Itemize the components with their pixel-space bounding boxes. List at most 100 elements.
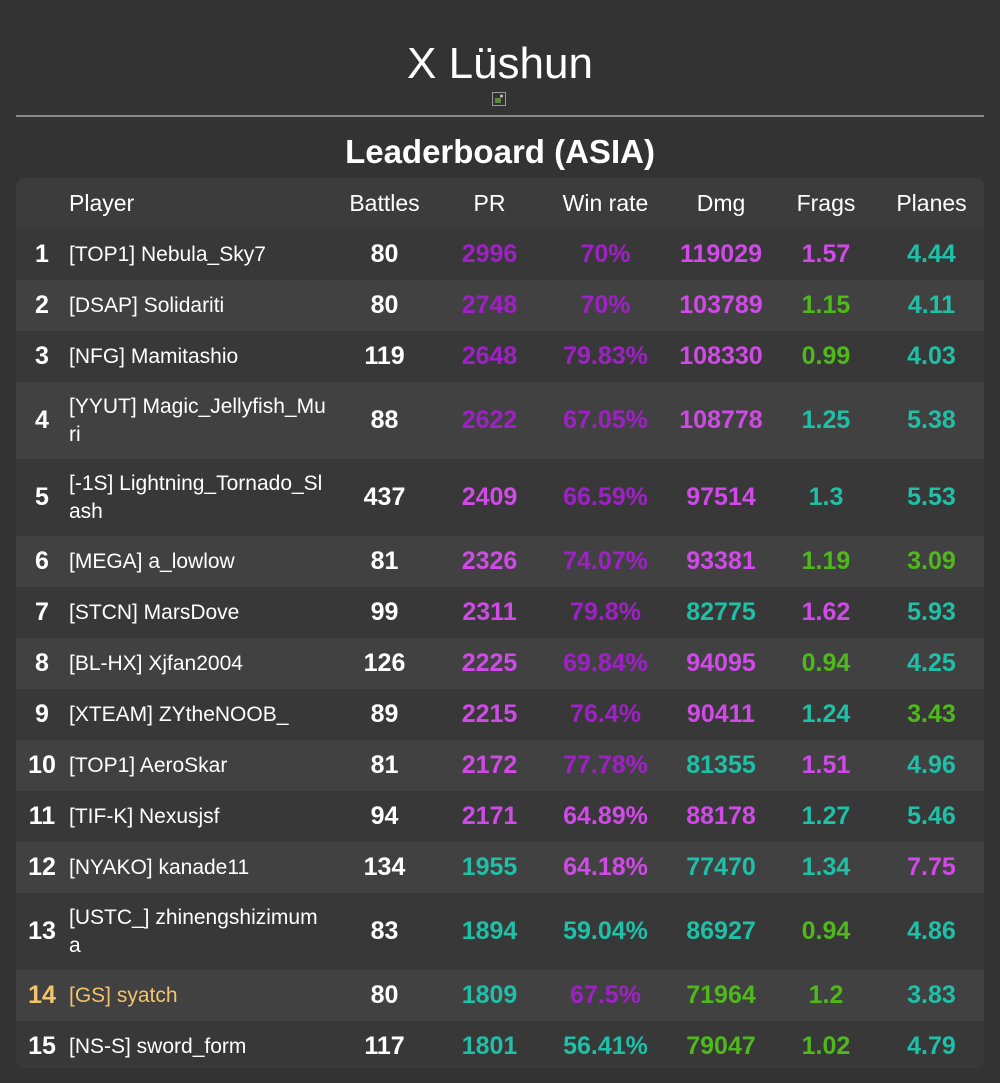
dmg-cell: 90411: [686, 700, 756, 728]
frags-cell: 0.99: [801, 342, 851, 370]
table-row[interactable]: 7 [STCN] MarsDove 99 2311 79.8% 82775 1.…: [16, 587, 984, 638]
table-row[interactable]: 2 [DSAP] Solidariti 80 2748 70% 103789 1…: [16, 280, 984, 331]
battles-cell: 117: [364, 1032, 405, 1060]
player-name[interactable]: [STCN] MarsDove: [69, 600, 240, 624]
table-row[interactable]: 1 [TOP1] Nebula_Sky7 80 2996 70% 119029 …: [16, 229, 984, 280]
planes-cell: 4.44: [907, 240, 956, 268]
dmg-cell: 86927: [686, 917, 756, 945]
player-name[interactable]: [NS-S] sword_form: [69, 1034, 247, 1058]
winrate-cell: 70%: [580, 291, 631, 319]
battles-cell: 81: [370, 751, 399, 779]
pr-cell: 2648: [461, 342, 518, 370]
dmg-cell: 79047: [686, 1032, 756, 1060]
table-row[interactable]: 11 [TIF-K] Nexusjsf 94 2171 64.89% 88178…: [16, 791, 984, 842]
pr-cell: 2748: [461, 291, 518, 319]
header-battles[interactable]: Battles: [349, 190, 420, 216]
table-row[interactable]: 4 [YYUT] Magic_Jellyfish_Muri 88 2622 67…: [16, 382, 984, 459]
battles-cell: 80: [370, 981, 399, 1009]
pr-cell: 1801: [461, 1032, 518, 1060]
table-row[interactable]: 13 [USTC_] zhinengshizimuma 83 1894 59.0…: [16, 893, 984, 970]
rank-cell: 1: [35, 240, 49, 268]
table-row[interactable]: 6 [MEGA] a_lowlow 81 2326 74.07% 93381 1…: [16, 536, 984, 587]
winrate-cell: 64.89%: [563, 802, 648, 830]
pr-cell: 2311: [462, 598, 517, 626]
rank-cell: 12: [28, 853, 56, 881]
ship-title: X Lüshun: [407, 39, 593, 88]
header-pr[interactable]: PR: [473, 190, 506, 216]
rank-cell: 2: [35, 291, 49, 319]
frags-cell: 1.3: [808, 483, 844, 511]
player-name[interactable]: [NYAKO] kanade11: [69, 855, 250, 879]
player-name[interactable]: [USTC_] zhinengshizimuma: [69, 905, 318, 957]
winrate-cell: 64.18%: [563, 853, 648, 881]
header-dmg[interactable]: Dmg: [696, 190, 746, 216]
battles-cell: 89: [370, 700, 399, 728]
player-name[interactable]: [TOP1] AeroSkar: [69, 753, 228, 777]
player-name[interactable]: [TIF-K] Nexusjsf: [69, 804, 220, 828]
player-name[interactable]: [TOP1] Nebula_Sky7: [69, 242, 266, 266]
header-rank: [16, 178, 68, 229]
planes-cell: 4.86: [907, 917, 956, 945]
frags-cell: 1.24: [801, 700, 851, 728]
planes-cell: 4.25: [907, 649, 956, 677]
pr-cell: 2171: [461, 802, 518, 830]
dmg-cell: 103789: [679, 291, 763, 319]
player-name[interactable]: [-1S] Lightning_Tornado_Slash: [69, 471, 323, 523]
table-header-row: Player Battles PR Win rate Dmg Frags Pla…: [16, 178, 984, 229]
rank-cell: 3: [35, 342, 49, 370]
dmg-cell: 81355: [686, 751, 756, 779]
planes-cell: 5.93: [907, 598, 956, 626]
player-name[interactable]: [MEGA] a_lowlow: [69, 549, 235, 573]
winrate-cell: 70%: [580, 240, 631, 268]
pr-cell: 2996: [461, 240, 518, 268]
frags-cell: 0.94: [801, 649, 851, 677]
battles-cell: 126: [363, 649, 406, 677]
table-row-highlighted[interactable]: 14 [GS] syatch 80 1809 67.5% 71964 1.2 3…: [16, 970, 984, 1021]
header-planes[interactable]: Planes: [896, 190, 967, 216]
planes-cell: 3.43: [907, 700, 956, 728]
winrate-cell: 79.8%: [570, 598, 641, 626]
pr-cell: 2622: [461, 406, 518, 434]
planes-cell: 4.11: [907, 291, 956, 319]
planes-cell: 4.79: [907, 1032, 956, 1060]
table-row[interactable]: 9 [XTEAM] ZYtheNOOB_ 89 2215 76.4% 90411…: [16, 689, 984, 740]
frags-cell: 1.02: [801, 1032, 851, 1060]
pr-cell: 2409: [461, 483, 518, 511]
header-winrate[interactable]: Win rate: [562, 190, 649, 216]
winrate-cell: 59.04%: [563, 917, 648, 945]
dmg-cell: 88178: [686, 802, 756, 830]
winrate-cell: 67.5%: [570, 981, 641, 1009]
planes-cell: 5.53: [907, 483, 956, 511]
frags-cell: 1.25: [801, 406, 851, 434]
dmg-cell: 97514: [686, 483, 756, 511]
battles-cell: 83: [370, 917, 399, 945]
player-name[interactable]: [GS] syatch: [69, 983, 178, 1007]
rank-cell: 7: [35, 598, 49, 626]
player-name[interactable]: [DSAP] Solidariti: [69, 293, 225, 317]
winrate-cell: 76.4%: [570, 700, 641, 728]
player-name[interactable]: [BL-HX] Xjfan2004: [69, 651, 243, 675]
pr-cell: 1955: [461, 853, 518, 881]
table-row[interactable]: 3 [NFG] Mamitashio 119 2648 79.83% 10833…: [16, 331, 984, 382]
table-row[interactable]: 5 [-1S] Lightning_Tornado_Slash 437 2409…: [16, 459, 984, 536]
player-name[interactable]: [YYUT] Magic_Jellyfish_Muri: [69, 394, 326, 446]
header-frags[interactable]: Frags: [796, 190, 856, 216]
player-name[interactable]: [NFG] Mamitashio: [69, 344, 239, 368]
dmg-cell: 108330: [679, 342, 763, 370]
table-row[interactable]: 8 [BL-HX] Xjfan2004 126 2225 69.84% 9409…: [16, 638, 984, 689]
frags-cell: 1.27: [801, 802, 851, 830]
player-name[interactable]: [XTEAM] ZYtheNOOB_: [69, 702, 289, 726]
rank-cell: 13: [28, 917, 56, 945]
ship-image-placeholder-icon: [492, 92, 506, 106]
dmg-cell: 93381: [686, 547, 756, 575]
rank-cell: 15: [28, 1032, 56, 1060]
table-row[interactable]: 10 [TOP1] AeroSkar 81 2172 77.78% 81355 …: [16, 740, 984, 791]
frags-cell: 1.51: [801, 751, 851, 779]
winrate-cell: 69.84%: [563, 649, 648, 677]
rank-cell: 9: [35, 700, 49, 728]
table-row[interactable]: 12 [NYAKO] kanade11 134 1955 64.18% 7747…: [16, 842, 984, 893]
planes-cell: 7.75: [907, 853, 956, 881]
header-player[interactable]: Player: [69, 190, 135, 216]
table-row[interactable]: 15 [NS-S] sword_form 117 1801 56.41% 790…: [16, 1021, 984, 1068]
